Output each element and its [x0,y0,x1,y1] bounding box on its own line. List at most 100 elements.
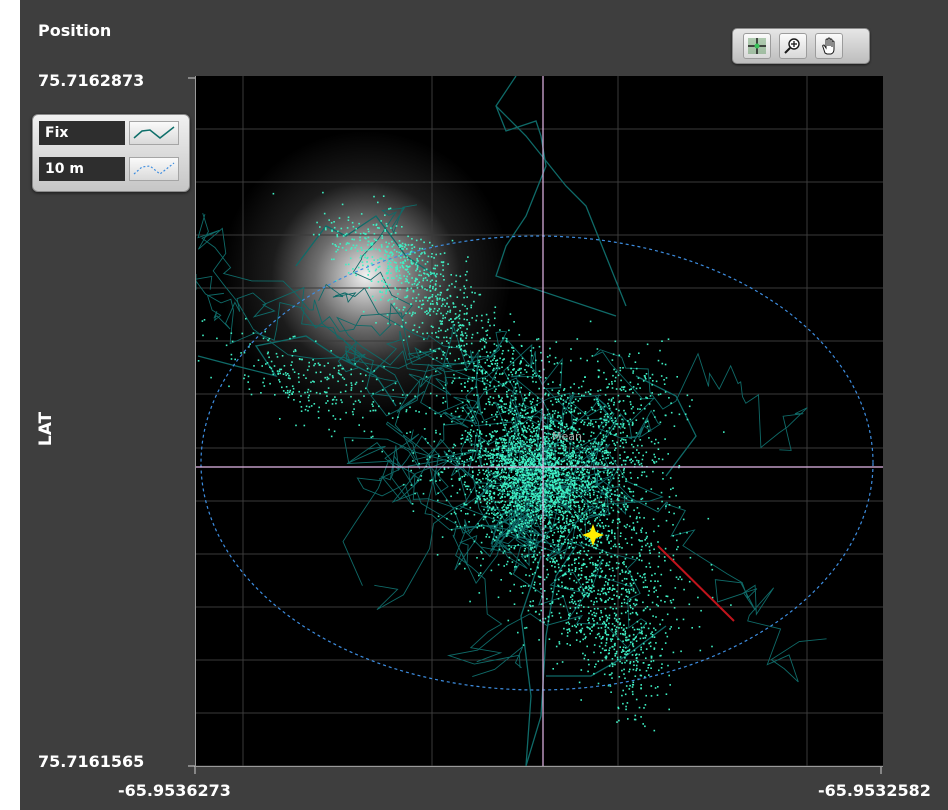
fix-point [387,270,390,272]
fix-point [539,470,542,473]
fix-point [466,328,468,330]
fix-point [509,406,511,409]
fix-point [556,492,559,495]
fix-point [561,535,564,538]
fix-point [546,598,548,600]
fix-point [537,397,539,399]
fix-point [616,527,619,529]
fix-point [579,471,582,473]
fix-point [568,498,571,500]
fix-point [570,468,573,471]
x-axis-min-label[interactable]: -65.9536273 [118,781,231,800]
fix-point [646,586,648,588]
fix-point [555,341,558,343]
fix-point [529,519,531,522]
fix-point [549,480,552,483]
fix-point [576,516,579,518]
fix-point [361,261,364,263]
fix-point [599,511,602,513]
fix-point [588,592,590,595]
fix-point [531,479,533,482]
fix-point [522,493,525,495]
fix-point [563,426,566,428]
fix-point [465,369,467,371]
fix-point [457,328,459,331]
fix-point [414,280,416,282]
fix-point [578,551,581,554]
fix-point [474,500,477,502]
fix-point [479,497,481,500]
fix-point [415,410,417,412]
fix-point [568,493,571,495]
fix-point [613,425,616,428]
fix-point [623,577,626,580]
fix-point [464,349,466,352]
fix-point [538,639,540,641]
fix-point [511,491,513,494]
fix-point [594,562,597,565]
fix-point [505,476,508,479]
fix-point [544,617,547,620]
fix-point [433,307,436,310]
fix-point [642,723,644,725]
fix-point [581,419,584,422]
fix-point [644,704,647,706]
fix-point [635,669,637,672]
fix-point [569,442,571,445]
x-axis-max-label[interactable]: -65.9532582 [818,781,931,800]
fix-point [560,569,563,572]
fix-point [453,373,455,376]
fix-point [563,459,566,462]
fix-point [550,545,552,547]
fix-point [534,449,536,452]
fix-point [540,517,543,519]
fix-point [546,559,549,561]
fix-point [431,295,433,298]
fix-point [546,469,549,472]
fix-point [526,464,528,467]
fix-point [558,490,561,493]
fix-point [337,249,339,251]
plot-area[interactable]: Mean [195,76,883,767]
fix-point [533,534,536,536]
fix-point [573,484,575,486]
fix-point [538,497,540,499]
fix-point [543,621,545,623]
fix-point [576,460,579,462]
fix-point [598,632,600,635]
fix-point [335,245,337,247]
fix-point [493,476,495,478]
fix-point [436,301,438,304]
fix-point [639,632,641,634]
fix-point [553,363,556,365]
fix-point [501,410,504,412]
fix-point [391,251,393,254]
fix-point [612,509,615,512]
fix-point [576,515,578,517]
fix-point [463,483,466,486]
fix-point [545,498,547,501]
fix-point [557,462,560,464]
fix-point [524,491,526,493]
fix-point [407,258,409,261]
fix-point [324,227,327,229]
fix-point [653,587,655,590]
fix-point [517,434,520,436]
fix-point [260,392,262,394]
fix-point [618,480,621,482]
fix-point [602,487,605,490]
fix-point [578,529,581,532]
fix-point [486,474,488,476]
fix-point [599,537,601,539]
fix-point [552,435,554,437]
y-axis-max-label[interactable]: 75.7162873 [38,71,145,90]
y-axis-min-label[interactable]: 75.7161565 [38,752,145,771]
fix-point [340,399,342,401]
fix-point [435,295,437,298]
fix-point [481,370,484,372]
fix-point [529,500,532,502]
fix-point [416,284,418,287]
fix-point [544,492,547,494]
fix-point [429,348,432,351]
fix-point [678,661,680,663]
